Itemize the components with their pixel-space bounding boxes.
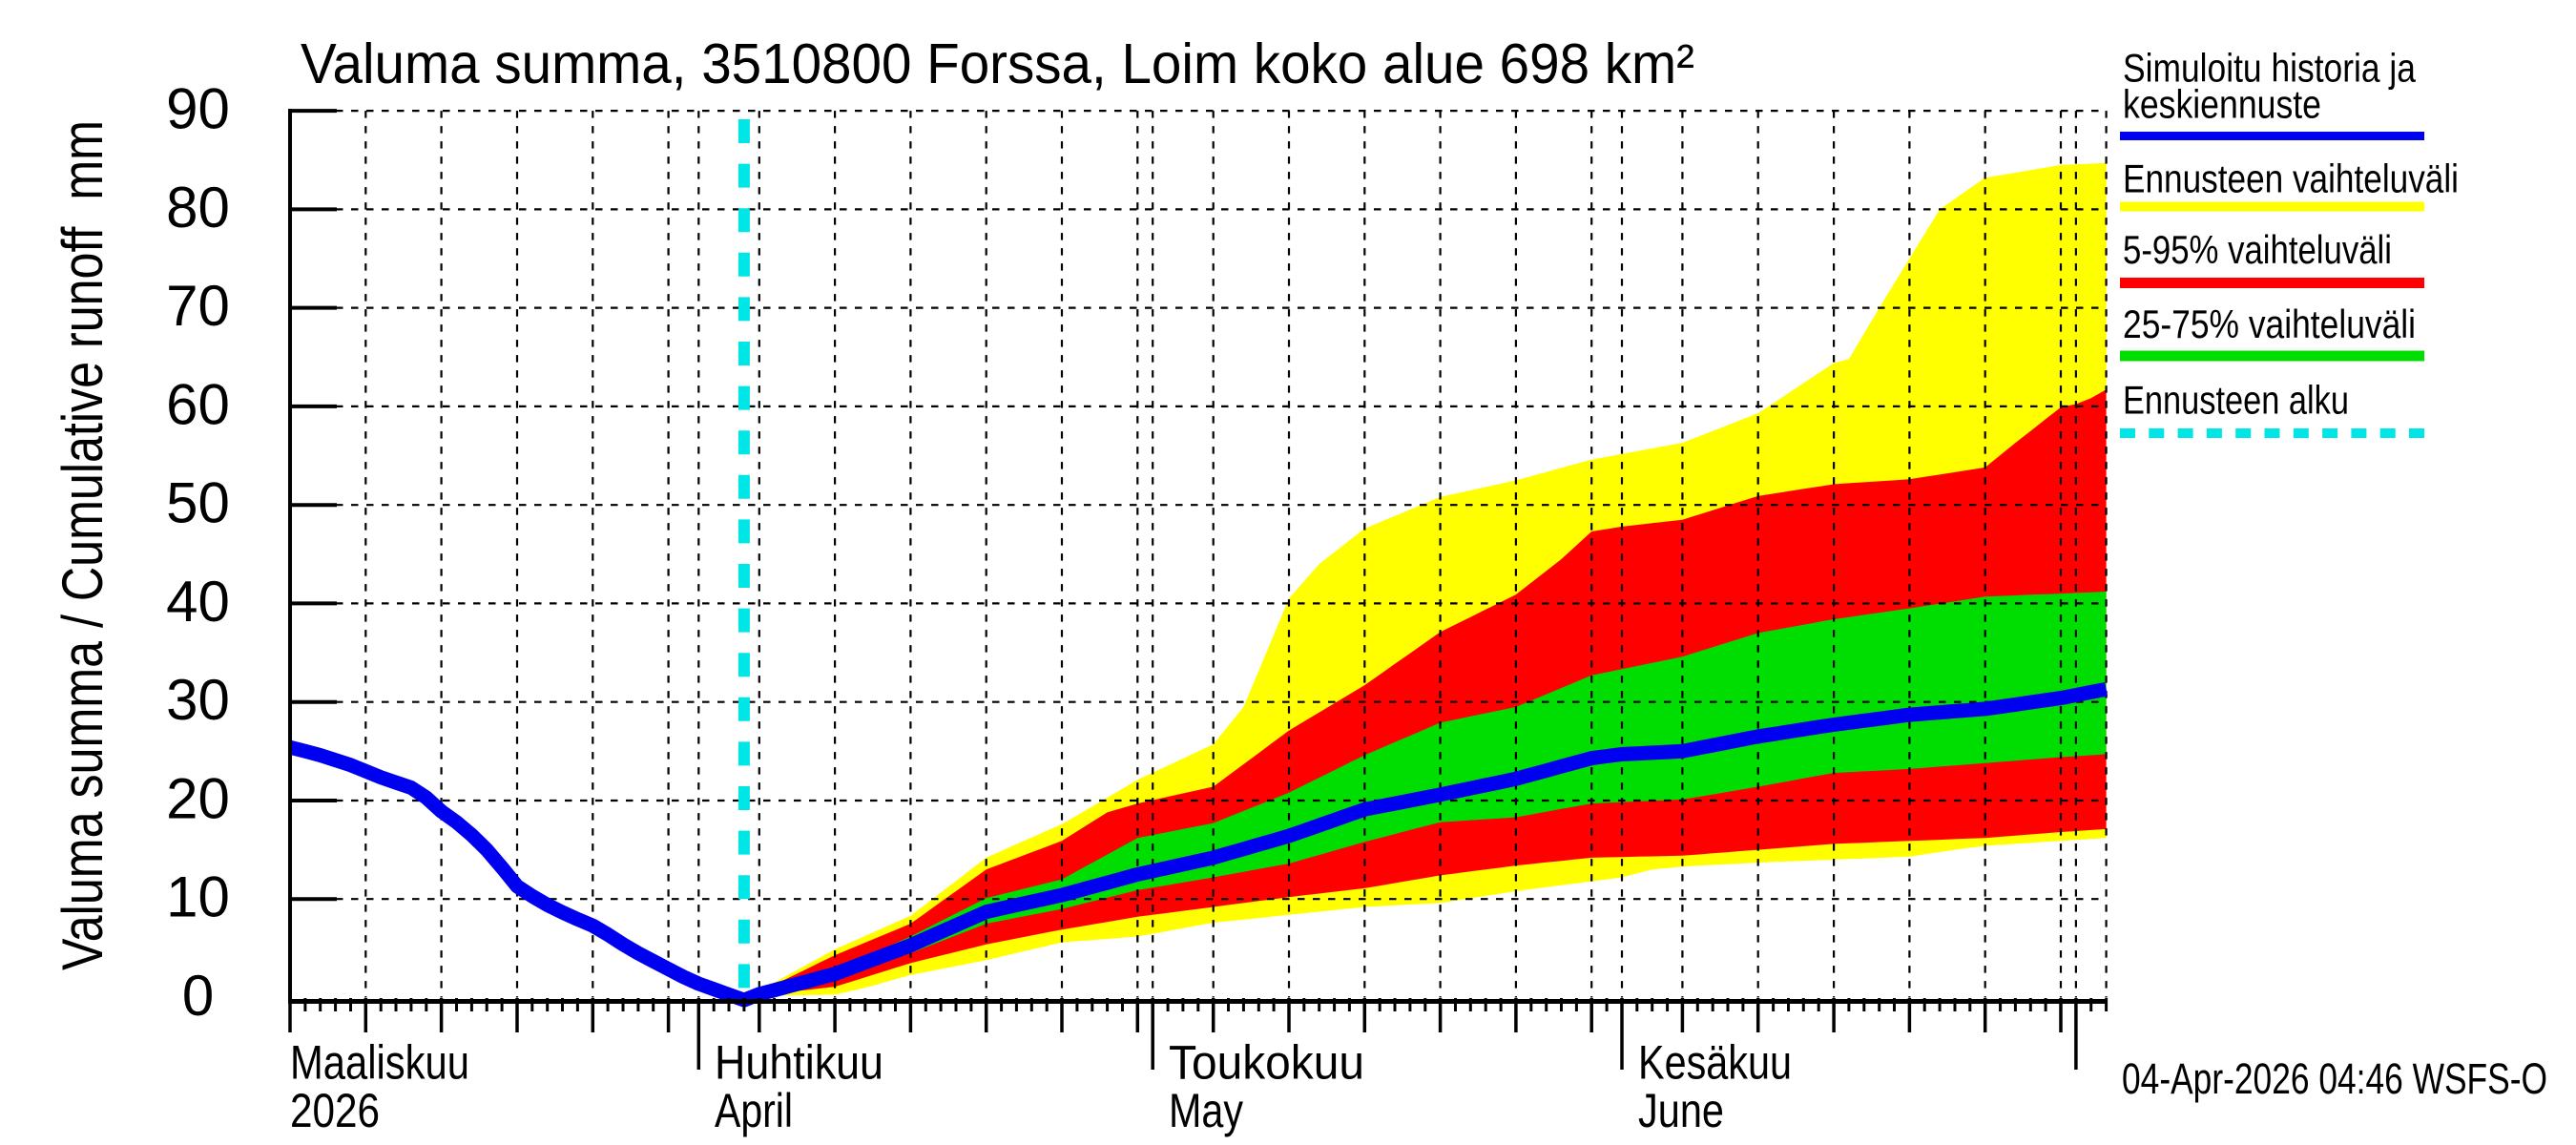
svg-text:Ennusteen alku: Ennusteen alku (2123, 378, 2349, 423)
svg-text:2026: 2026 (290, 1084, 380, 1137)
svg-text:June: June (1638, 1084, 1724, 1137)
svg-text:90: 90 (166, 77, 230, 141)
svg-text:60: 60 (166, 372, 230, 436)
svg-text:04-Apr-2026 04:46 WSFS-O: 04-Apr-2026 04:46 WSFS-O (2122, 1054, 2547, 1103)
svg-text:Ennusteen vaihteluväli: Ennusteen vaihteluväli (2123, 156, 2459, 201)
svg-text:80: 80 (166, 176, 230, 239)
svg-text:10: 10 (166, 865, 230, 929)
svg-text:Valuma summa, 3510800 Forssa,: Valuma summa, 3510800 Forssa, Loim koko … (301, 32, 1694, 95)
svg-text:30: 30 (166, 668, 230, 732)
svg-text:Maaliskuu: Maaliskuu (290, 1036, 469, 1090)
svg-text:Huhtikuu: Huhtikuu (715, 1036, 883, 1090)
svg-text:April: April (715, 1084, 793, 1137)
svg-text:25-75% vaihteluväli: 25-75% vaihteluväli (2123, 302, 2416, 346)
svg-text:Toukokuu: Toukokuu (1169, 1036, 1364, 1090)
svg-text:5-95% vaihteluväli: 5-95% vaihteluväli (2123, 227, 2392, 272)
svg-text:70: 70 (166, 274, 230, 338)
svg-text:20: 20 (166, 766, 230, 830)
svg-text:May: May (1169, 1084, 1243, 1137)
svg-text:50: 50 (166, 471, 230, 535)
svg-text:Simuloitu historia ja: Simuloitu historia ja (2123, 46, 2417, 91)
svg-text:40: 40 (166, 570, 230, 634)
svg-text:Valuma summa / Cumulative runo: Valuma summa / Cumulative runoff mm (51, 120, 114, 970)
svg-text:keskiennuste: keskiennuste (2123, 82, 2321, 127)
svg-text:0: 0 (182, 964, 214, 1028)
svg-text:Kesäkuu: Kesäkuu (1638, 1036, 1792, 1090)
